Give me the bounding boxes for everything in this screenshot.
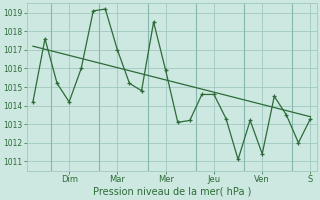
X-axis label: Pression niveau de la mer( hPa ): Pression niveau de la mer( hPa ) [92, 187, 251, 197]
